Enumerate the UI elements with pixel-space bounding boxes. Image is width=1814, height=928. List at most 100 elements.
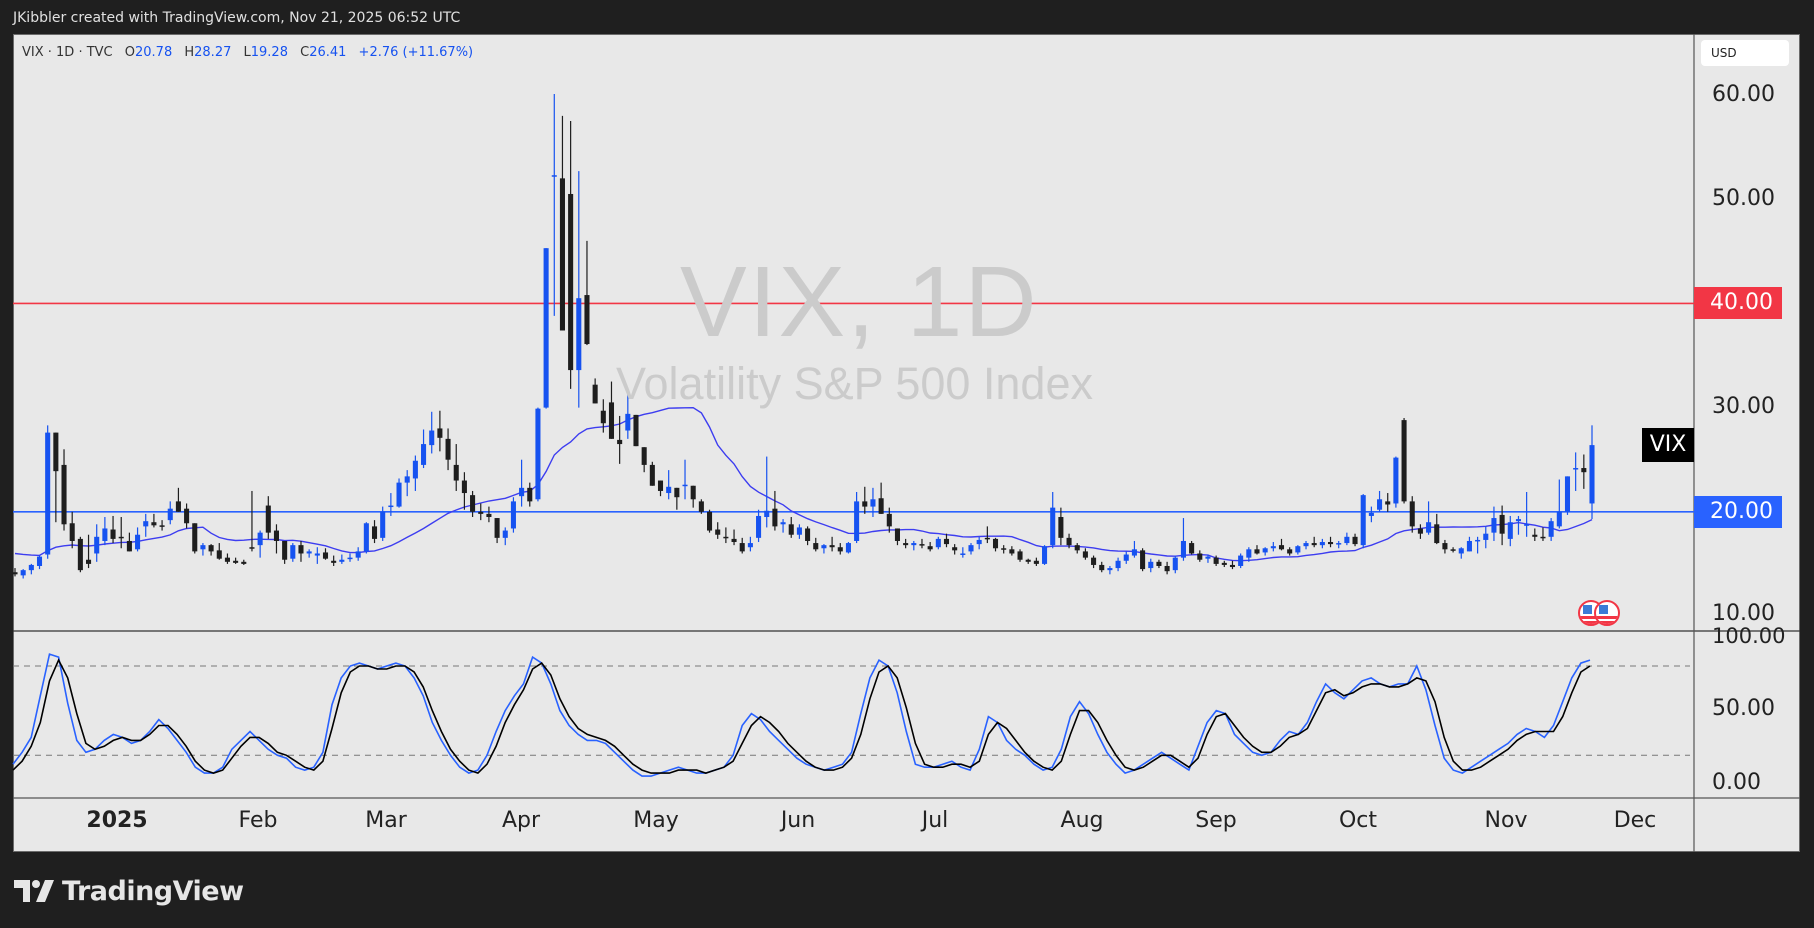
candle-body bbox=[527, 487, 533, 502]
candle-body bbox=[69, 523, 75, 541]
candle-body bbox=[723, 536, 729, 539]
candle-body bbox=[1180, 540, 1186, 558]
candle-body bbox=[1042, 546, 1048, 564]
candle-body bbox=[608, 402, 615, 439]
candle-body bbox=[1091, 557, 1097, 565]
candle-body bbox=[854, 501, 860, 541]
us-flag-event-icon[interactable] bbox=[1594, 600, 1620, 626]
candle-body bbox=[486, 513, 492, 518]
candle-body bbox=[886, 513, 892, 527]
candle-body bbox=[1066, 537, 1072, 546]
time-label-aug: Aug bbox=[1060, 808, 1104, 833]
legend-open-value: 20.78 bbox=[135, 45, 173, 60]
time-label-jun: Jun bbox=[780, 808, 816, 833]
candle-body bbox=[788, 524, 794, 535]
red-level-tag[interactable]: 40.00 bbox=[1694, 287, 1782, 319]
candle-body bbox=[322, 552, 329, 559]
candle-body bbox=[1434, 524, 1440, 544]
candle-body bbox=[355, 551, 361, 558]
candle-body bbox=[1581, 468, 1587, 473]
candle-body bbox=[445, 438, 451, 460]
tradingview-logo-text: TradingView bbox=[62, 875, 244, 907]
candle-body bbox=[1483, 533, 1489, 540]
candle-body bbox=[1377, 499, 1383, 510]
candle-body bbox=[184, 508, 190, 524]
candle-body bbox=[175, 501, 181, 512]
osc-label-50: 50.00 bbox=[1712, 696, 1775, 721]
candle-body bbox=[1475, 539, 1481, 542]
time-label-nov: Nov bbox=[1484, 808, 1528, 833]
candle-body bbox=[747, 543, 753, 548]
blue-level-tag[interactable]: 20.00 bbox=[1694, 496, 1782, 528]
candle-body bbox=[216, 550, 222, 559]
candle-body bbox=[992, 538, 999, 549]
candle-body bbox=[1556, 511, 1562, 527]
candle-body bbox=[943, 538, 950, 545]
candle-body bbox=[649, 464, 655, 486]
candle-body bbox=[1426, 522, 1432, 533]
candle-body bbox=[739, 543, 745, 552]
candle-body bbox=[478, 511, 484, 514]
legend-open-label: O bbox=[124, 45, 135, 60]
candle-body bbox=[208, 545, 214, 552]
candle-body bbox=[233, 560, 239, 563]
chart-frame[interactable] bbox=[13, 34, 1800, 852]
candle-body bbox=[1589, 445, 1595, 504]
candle-body bbox=[388, 505, 394, 508]
candle-body bbox=[1532, 534, 1538, 537]
candle-body bbox=[1009, 549, 1015, 554]
candle-body bbox=[1564, 476, 1571, 512]
candle-body bbox=[1548, 521, 1554, 537]
watermark-title: VIX, 1D bbox=[680, 246, 1039, 358]
candle-body bbox=[1131, 549, 1137, 556]
candle-body bbox=[380, 511, 386, 538]
legend-high-value: 28.27 bbox=[194, 45, 232, 60]
candle-body bbox=[1327, 542, 1334, 545]
candle-body bbox=[1123, 554, 1129, 561]
candle-body bbox=[543, 248, 549, 408]
candle-body bbox=[1409, 501, 1415, 527]
candle-body bbox=[1164, 565, 1170, 572]
tradingview-logo-icon bbox=[14, 880, 54, 902]
time-label-feb: Feb bbox=[238, 808, 278, 833]
candle-body bbox=[968, 545, 974, 552]
candle-body bbox=[600, 410, 606, 424]
candle-body bbox=[200, 545, 206, 550]
candle-body bbox=[20, 570, 26, 576]
candle-body bbox=[1278, 545, 1285, 550]
candle-body bbox=[77, 538, 83, 571]
candle-body bbox=[535, 408, 541, 500]
candle-body bbox=[461, 480, 467, 494]
candle-body bbox=[1573, 468, 1579, 470]
candle-body bbox=[576, 298, 582, 371]
candle-body bbox=[86, 559, 92, 564]
candle-body bbox=[249, 547, 255, 549]
candle-body bbox=[1148, 561, 1154, 569]
candle-body bbox=[927, 546, 933, 550]
symbol-legend[interactable]: VIX · 1D · TVC O20.78 H28.27 L19.28 C26.… bbox=[22, 45, 473, 60]
time-label-apr: Apr bbox=[501, 808, 541, 833]
candle-body bbox=[568, 193, 574, 371]
candle-body bbox=[1099, 564, 1105, 571]
tradingview-logo[interactable]: TradingView bbox=[14, 874, 244, 908]
candle-body bbox=[1368, 512, 1374, 516]
candle-body bbox=[1050, 507, 1056, 546]
candle-body bbox=[584, 295, 590, 345]
candle-body bbox=[118, 536, 124, 539]
candle-body bbox=[731, 538, 737, 543]
time-label-dec: Dec bbox=[1613, 808, 1657, 833]
currency-button[interactable]: USD bbox=[1701, 40, 1789, 66]
candle-body bbox=[1311, 543, 1317, 546]
watermark-subtitle: Volatility S&P 500 Index bbox=[616, 358, 1093, 409]
candle-body bbox=[404, 476, 410, 483]
candle-body bbox=[241, 561, 247, 564]
candle-body bbox=[143, 521, 149, 527]
candle-body bbox=[813, 543, 819, 550]
candle-body bbox=[1074, 545, 1080, 551]
candle-body bbox=[1238, 555, 1244, 566]
price-label-30: 30.00 bbox=[1712, 394, 1775, 419]
candle-body bbox=[306, 551, 312, 554]
price-label-50: 50.00 bbox=[1712, 186, 1775, 211]
candle-body bbox=[1450, 549, 1456, 551]
